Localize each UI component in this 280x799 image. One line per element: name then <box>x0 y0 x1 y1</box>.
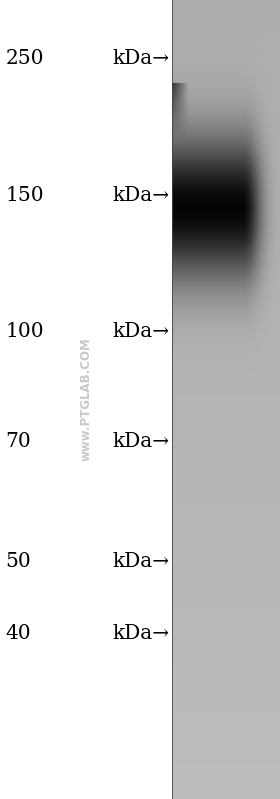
Text: kDa→: kDa→ <box>112 322 169 341</box>
Text: 40: 40 <box>6 624 31 643</box>
Text: kDa→: kDa→ <box>112 624 169 643</box>
Text: 50: 50 <box>6 552 31 571</box>
Text: kDa→: kDa→ <box>112 432 169 451</box>
Text: 100: 100 <box>6 322 44 341</box>
Text: www.PTGLAB.COM: www.PTGLAB.COM <box>80 338 93 461</box>
Text: kDa→: kDa→ <box>112 49 169 68</box>
Text: kDa→: kDa→ <box>112 552 169 571</box>
Text: kDa→: kDa→ <box>112 186 169 205</box>
Bar <box>0 0 172 799</box>
Text: 250: 250 <box>6 49 44 68</box>
Text: 70: 70 <box>6 432 31 451</box>
Text: 150: 150 <box>6 186 44 205</box>
